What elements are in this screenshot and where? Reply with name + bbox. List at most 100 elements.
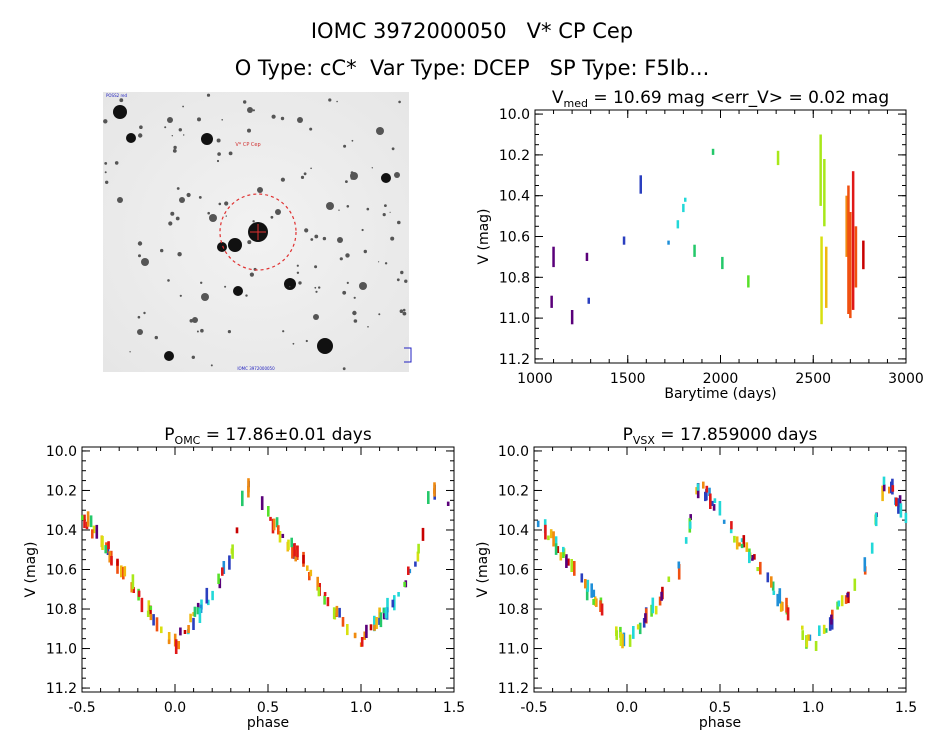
sky-star — [338, 209, 340, 211]
data-point — [713, 498, 717, 503]
data-point — [786, 607, 790, 621]
data-point — [384, 607, 388, 619]
data-point — [593, 596, 597, 606]
sky-star — [305, 339, 308, 343]
data-point — [742, 535, 746, 548]
data-point — [221, 567, 224, 576]
data-segment — [684, 197, 687, 202]
data-point — [275, 517, 279, 528]
sky-star — [168, 221, 173, 226]
data-segment — [585, 252, 589, 261]
y-axis-label: V (mag) — [23, 541, 39, 597]
sky-stars — [103, 93, 408, 371]
data-point — [346, 624, 349, 636]
data-point — [267, 506, 270, 517]
data-point — [408, 568, 412, 574]
sky-star — [384, 262, 388, 265]
data-segment — [550, 295, 553, 308]
data-point — [363, 631, 366, 640]
sky-star — [173, 145, 177, 150]
data-point — [160, 626, 163, 634]
data-point — [654, 605, 658, 615]
sky-star — [119, 98, 124, 103]
x-tick-label: 2000 — [703, 371, 739, 387]
data-point — [309, 569, 313, 577]
data-point — [689, 514, 692, 521]
data-point — [375, 617, 378, 629]
sky-star — [404, 279, 408, 283]
sky-star — [197, 117, 201, 122]
x-tick-label: 1.5 — [443, 700, 465, 716]
sky-star — [298, 281, 302, 285]
sky-star — [280, 116, 285, 121]
data-point — [898, 495, 902, 508]
data-point — [565, 554, 568, 568]
data-point — [897, 498, 900, 514]
data-point — [353, 632, 357, 639]
data-point — [272, 518, 276, 531]
data-point — [559, 552, 563, 561]
data-segment — [711, 148, 715, 155]
sky-star — [198, 196, 202, 199]
data-point — [592, 599, 595, 605]
data-point — [205, 587, 209, 604]
data-point — [729, 528, 733, 534]
sky-star — [228, 238, 242, 252]
data-point — [326, 597, 330, 607]
sky-star — [247, 240, 252, 245]
sky-star — [376, 127, 384, 135]
data-segment — [676, 220, 680, 229]
data-point — [552, 531, 555, 547]
data-point — [403, 581, 406, 587]
data-point — [772, 590, 776, 595]
data-point — [556, 546, 560, 553]
data-point — [818, 625, 821, 636]
chart-title-main: V — [552, 88, 564, 108]
data-segment — [847, 185, 850, 314]
y-tick-label: 10.2 — [46, 483, 77, 499]
data-point — [146, 610, 150, 617]
data-point — [801, 625, 804, 630]
sky-star — [201, 133, 213, 145]
sky-star — [207, 211, 210, 215]
sky-star — [346, 205, 350, 208]
sky-star — [209, 214, 217, 222]
data-point — [414, 561, 417, 567]
x-tick-label: 0.5 — [257, 700, 279, 716]
data-point — [217, 573, 220, 584]
data-point — [704, 491, 707, 502]
data-point — [91, 529, 94, 539]
sky-star — [345, 180, 348, 184]
sky-star — [224, 285, 227, 288]
data-segment — [862, 240, 865, 270]
sky-star — [317, 338, 333, 354]
y-tick-label: 11.2 — [499, 352, 530, 368]
x-tick-label: 0.0 — [616, 700, 638, 716]
data-point — [779, 601, 783, 612]
data-point — [110, 556, 113, 566]
sky-star — [394, 172, 400, 178]
y-tick-label: 10.2 — [499, 148, 530, 164]
y-tick-label: 10.8 — [46, 602, 77, 618]
data-point — [89, 515, 93, 528]
sky-star — [196, 330, 199, 333]
data-point — [895, 497, 898, 507]
sky-star — [328, 98, 332, 102]
data-point — [95, 524, 99, 539]
data-point — [814, 641, 818, 651]
data-segment — [845, 195, 848, 257]
sky-star — [297, 117, 303, 123]
sky-star — [200, 328, 204, 333]
sky-star — [322, 236, 327, 241]
data-point — [658, 596, 662, 606]
sky-star — [138, 254, 141, 258]
phase-vsx-chart: PVSX = 17.859000 days -0.5 0.0 0.5 1.0 1.5 10.… — [475, 425, 917, 731]
data-point — [638, 622, 642, 635]
x-tick-label: 1.5 — [895, 700, 917, 716]
lightcurve-chart: Vmed = 10.69 mag <err_V> = 0.02 mag 1000 1… — [476, 88, 924, 402]
data-point — [189, 613, 192, 623]
sky-star — [389, 211, 391, 213]
data-point — [200, 599, 203, 610]
subtitle: O Type: cC* Var Type: DCEP SP Type: F5Ib… — [235, 56, 710, 80]
sky-star — [382, 213, 386, 217]
